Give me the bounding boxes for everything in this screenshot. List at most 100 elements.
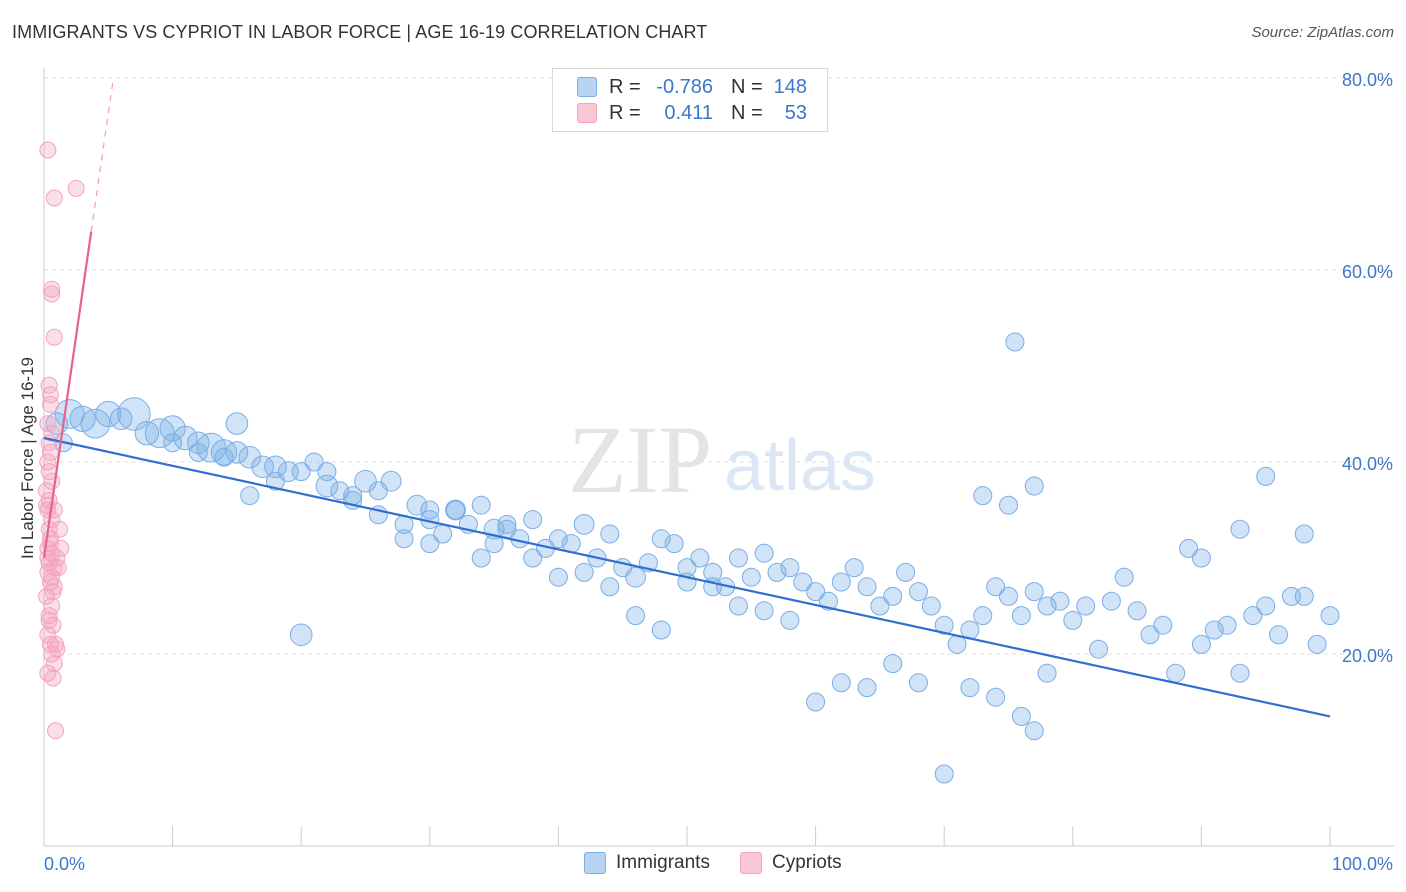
- immigrants-point: [523, 510, 543, 530]
- immigrants-point: [471, 548, 491, 568]
- immigrants-point: [573, 514, 595, 535]
- y-tick-label: 20.0%: [1342, 646, 1393, 666]
- immigrants-point: [291, 462, 311, 482]
- immigrants-point: [95, 400, 122, 428]
- immigrants-point: [780, 558, 800, 578]
- cypriots-point: [47, 635, 65, 653]
- stats-legend: R = -0.786 N = 148 R = 0.411 N = 53: [552, 68, 828, 132]
- immigrants-point: [986, 577, 1006, 597]
- immigrants-point: [225, 441, 249, 464]
- immigrants-point: [806, 692, 826, 712]
- y-tick-label: 60.0%: [1342, 262, 1393, 282]
- x-tick-labels: 0.0% 100.0%: [44, 854, 1393, 874]
- immigrants-point: [1294, 586, 1314, 606]
- immigrants-point: [574, 562, 594, 582]
- y-tick-labels: 20.0% 40.0% 60.0% 80.0%: [1342, 70, 1393, 666]
- immigrants-point: [908, 673, 928, 693]
- cypriots-point: [39, 415, 57, 433]
- immigrants-point: [986, 687, 1006, 707]
- immigrants-point: [1256, 466, 1276, 486]
- immigrants-point: [497, 519, 517, 539]
- immigrants-point: [420, 500, 440, 520]
- immigrants-point: [625, 566, 646, 588]
- watermark: ZIP atlas: [568, 406, 876, 513]
- x-tick-label-min: 0.0%: [44, 854, 85, 874]
- immigrants-point: [1256, 596, 1276, 616]
- immigrants-point: [818, 591, 838, 611]
- immigrants-point: [896, 562, 916, 582]
- immigrants-point: [225, 412, 249, 435]
- immigrants-point: [1217, 615, 1237, 635]
- cypriots-point: [43, 597, 61, 615]
- immigrants-point: [188, 442, 208, 462]
- immigrants-point: [144, 418, 175, 449]
- immigrants-point: [883, 586, 903, 606]
- immigrants-point: [1024, 476, 1044, 496]
- immigrants-point: [264, 455, 287, 479]
- legend-row-immigrants: R = -0.786 N = 148: [577, 75, 807, 99]
- immigrants-trend-line: [43, 436, 1331, 718]
- immigrants-point: [210, 439, 238, 466]
- immigrants-point: [973, 486, 993, 506]
- immigrants-point: [844, 558, 864, 578]
- immigrants-point: [754, 601, 774, 621]
- cypriots-legend-label: Cypriots: [771, 852, 842, 873]
- immigrants-point: [728, 548, 748, 568]
- immigrants-point: [1230, 663, 1250, 683]
- immigrants-point: [420, 534, 440, 554]
- immigrants-point: [741, 567, 761, 587]
- immigrants-point: [1050, 591, 1070, 611]
- immigrants-point: [651, 529, 671, 549]
- immigrants-point: [240, 486, 260, 506]
- immigrants-point: [973, 606, 993, 626]
- cypriots-legend-swatch: [739, 852, 762, 874]
- immigrants-point: [1063, 610, 1083, 630]
- legend-item-cypriots[interactable]: Cypriots: [739, 852, 842, 874]
- immigrants-point: [677, 558, 697, 578]
- immigrants-point: [1011, 706, 1031, 726]
- immigrants-point: [394, 529, 414, 549]
- immigrants-point: [1037, 596, 1057, 616]
- immigrants-r-value: -0.786: [656, 75, 713, 98]
- series-legend: Immigrants Cypriots: [584, 852, 872, 874]
- immigrants-point: [1191, 634, 1211, 654]
- series-cypriots: [38, 141, 85, 740]
- cypriots-point: [40, 611, 58, 629]
- immigrants-point: [600, 524, 620, 544]
- immigrants-n-value: 148: [773, 75, 807, 98]
- immigrants-legend-swatch: [584, 852, 606, 874]
- immigrants-point: [960, 678, 980, 698]
- immigrants-point: [251, 455, 274, 479]
- trend-lines: [42, 77, 1331, 718]
- immigrants-point: [857, 678, 877, 698]
- immigrants-point: [651, 620, 671, 640]
- immigrants-point: [1269, 625, 1289, 645]
- immigrants-point: [80, 408, 111, 439]
- cypriots-point: [43, 280, 61, 298]
- immigrants-point: [445, 499, 466, 521]
- immigrants-point: [1307, 634, 1327, 654]
- immigrants-point: [173, 425, 198, 451]
- cypriots-point: [39, 549, 57, 567]
- chart-title: IMMIGRANTS VS CYPRIOT IN LABOR FORCE | A…: [12, 22, 708, 42]
- legend-item-immigrants[interactable]: Immigrants: [584, 852, 710, 874]
- immigrants-point: [368, 481, 388, 501]
- immigrants-point: [600, 577, 620, 597]
- cypriots-r-value: 0.411: [664, 101, 713, 124]
- immigrants-point: [728, 596, 748, 616]
- immigrants-point: [330, 481, 350, 501]
- immigrants-point: [1024, 721, 1044, 741]
- immigrants-point: [703, 562, 723, 582]
- cypriots-point: [45, 655, 63, 673]
- immigrants-point: [238, 445, 262, 469]
- immigrants-point: [1230, 519, 1250, 539]
- immigrants-point: [921, 596, 941, 616]
- immigrants-point: [1076, 596, 1096, 616]
- immigrants-point: [1243, 606, 1263, 626]
- immigrants-point: [1179, 538, 1199, 558]
- immigrants-point: [767, 562, 787, 582]
- immigrants-point: [1101, 591, 1121, 611]
- immigrants-point: [446, 500, 466, 520]
- immigrants-point: [1011, 606, 1031, 626]
- immigrants-point: [999, 495, 1018, 515]
